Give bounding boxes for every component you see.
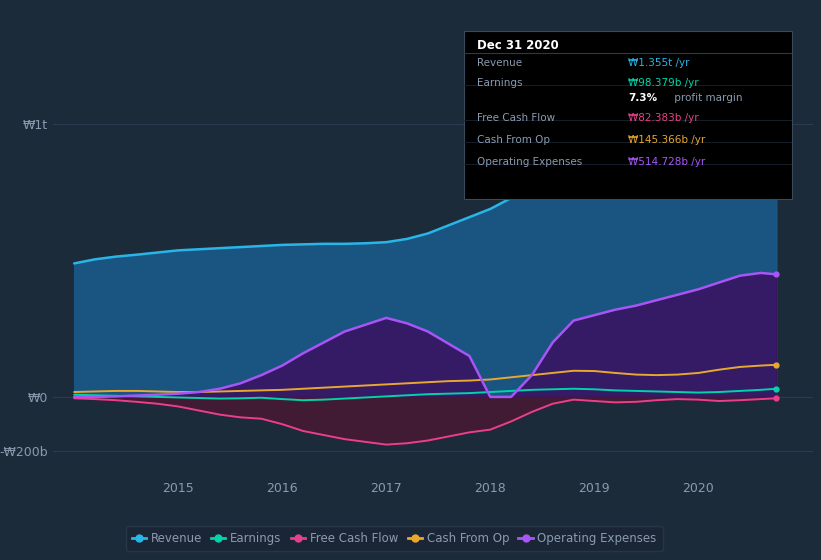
Text: Free Cash Flow: Free Cash Flow bbox=[477, 113, 555, 123]
Text: ₩98.379b /yr: ₩98.379b /yr bbox=[628, 78, 699, 88]
Text: ₩145.366b /yr: ₩145.366b /yr bbox=[628, 135, 705, 145]
Text: Operating Expenses: Operating Expenses bbox=[477, 157, 582, 167]
Legend: Revenue, Earnings, Free Cash Flow, Cash From Op, Operating Expenses: Revenue, Earnings, Free Cash Flow, Cash … bbox=[126, 526, 663, 551]
Text: Earnings: Earnings bbox=[477, 78, 522, 88]
Text: Revenue: Revenue bbox=[477, 58, 522, 68]
Text: ₩1.355t /yr: ₩1.355t /yr bbox=[628, 58, 690, 68]
Text: ₩514.728b /yr: ₩514.728b /yr bbox=[628, 157, 705, 167]
Text: Dec 31 2020: Dec 31 2020 bbox=[477, 39, 559, 52]
Text: Cash From Op: Cash From Op bbox=[477, 135, 550, 145]
FancyBboxPatch shape bbox=[464, 31, 792, 199]
Text: 7.3%: 7.3% bbox=[628, 93, 657, 103]
Text: profit margin: profit margin bbox=[671, 93, 742, 103]
Text: ₩82.383b /yr: ₩82.383b /yr bbox=[628, 113, 699, 123]
